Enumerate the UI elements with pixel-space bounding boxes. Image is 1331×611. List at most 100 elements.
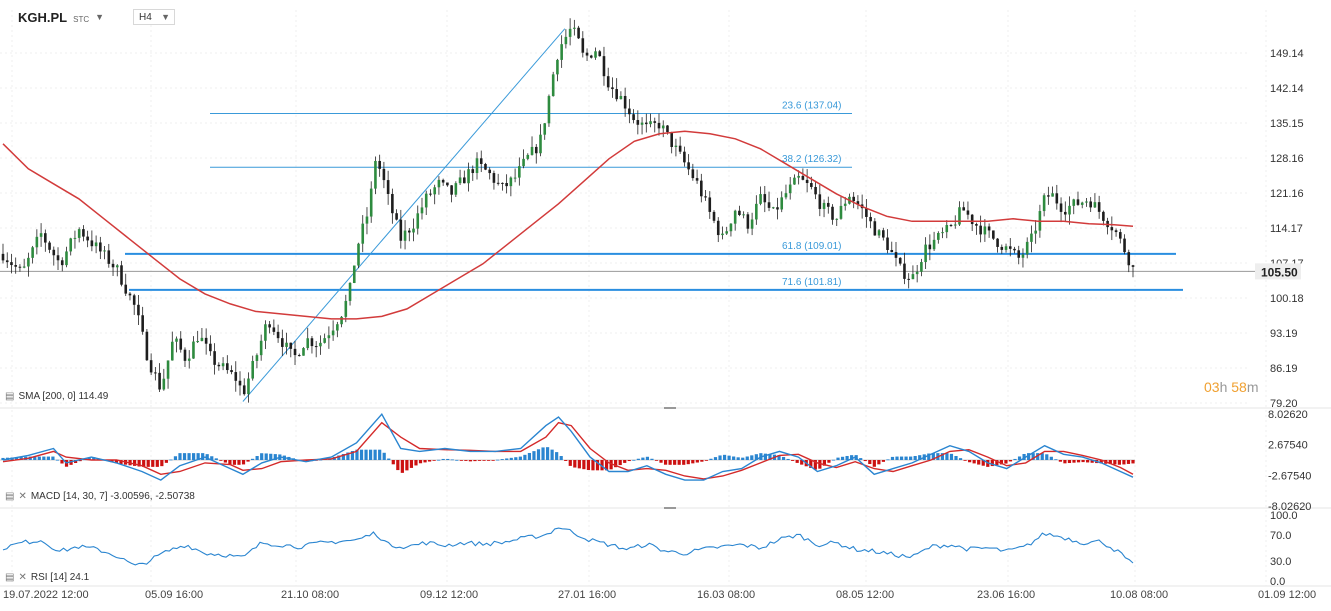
candle-body — [302, 348, 305, 356]
candle-body — [272, 327, 276, 332]
candle-body — [1102, 211, 1105, 221]
candle-body — [454, 183, 458, 195]
candle-body — [352, 265, 356, 284]
candle-body — [547, 96, 551, 124]
candle-body — [437, 179, 441, 188]
macd-histogram-bar — [586, 460, 591, 471]
candle-body — [666, 125, 669, 133]
candle-body — [640, 122, 644, 125]
settings-icon[interactable]: ▤ — [5, 391, 15, 402]
macd-histogram-bar — [568, 460, 572, 466]
timeframe-select[interactable]: H4 ▼ — [133, 9, 175, 25]
macd-histogram-bar — [228, 460, 232, 465]
candle-body — [192, 341, 195, 359]
rsi-line — [2, 527, 1134, 566]
candle-body — [1004, 246, 1008, 250]
macd-histogram-bar — [491, 460, 495, 461]
macd-histogram-bar — [890, 456, 895, 460]
x-axis-tick: 09.12 12:00 — [420, 589, 478, 601]
close-icon[interactable]: ✕ — [18, 491, 27, 502]
candle-body — [818, 194, 822, 209]
candle-body — [467, 169, 470, 184]
candle-body — [1047, 195, 1050, 197]
candle-body — [281, 338, 284, 347]
sma-indicator-text: SMA [200, 0] 114.49 — [18, 391, 109, 402]
candle-body — [496, 182, 500, 184]
candle-body — [230, 370, 233, 373]
macd-histogram-bar — [781, 456, 786, 460]
macd-histogram-bar — [868, 460, 872, 465]
macd-histogram-bar — [223, 460, 227, 463]
pane-resize-handle — [664, 507, 676, 509]
last-price-label: 105.50 — [1261, 265, 1298, 279]
macd-histogram-bar — [418, 460, 423, 464]
macd-histogram-bar — [114, 460, 119, 464]
macd-histogram-bar — [840, 456, 845, 460]
candle-body — [835, 218, 839, 220]
chevron-down-icon: ▼ — [161, 12, 170, 22]
candle-body — [82, 229, 85, 237]
macd-histogram-bar — [822, 460, 827, 466]
candle-body — [221, 363, 225, 367]
macd-histogram-bar — [795, 460, 799, 463]
close-icon[interactable]: ✕ — [18, 572, 27, 583]
candle-body — [314, 346, 318, 348]
macd-histogram-bar — [573, 460, 577, 468]
candle-body — [543, 123, 547, 135]
macd-histogram-bar — [1045, 454, 1049, 460]
candle-body — [306, 338, 310, 349]
candle-body — [661, 125, 665, 129]
macd-histogram-bar — [378, 449, 382, 460]
symbol-name[interactable]: KGH.PL — [18, 9, 68, 25]
candle-body — [742, 214, 745, 216]
candle-body — [975, 224, 978, 226]
macd-histogram-bar — [337, 455, 341, 460]
candle-body — [429, 193, 432, 195]
macd-axis-tick: -8.02620 — [1268, 501, 1311, 513]
macd-histogram-bar — [713, 457, 718, 460]
macd-histogram-bar — [142, 460, 146, 467]
price-axis-tick: 128.16 — [1270, 153, 1304, 165]
price-axis-tick: 86.19 — [1270, 363, 1298, 375]
macd-histogram-bar — [205, 454, 209, 460]
settings-icon[interactable]: ▤ — [5, 572, 15, 583]
candle-body — [623, 95, 627, 109]
candle-body — [365, 216, 369, 224]
candle-body — [534, 146, 538, 154]
macd-histogram-bar — [659, 460, 663, 463]
macd-histogram-bar — [741, 457, 745, 460]
settings-icon[interactable]: ▤ — [5, 491, 15, 502]
candle-body — [1030, 233, 1033, 242]
fib-level-label: 23.6 (137.04) — [782, 101, 842, 112]
macd-histogram-bar — [700, 460, 704, 462]
macd-histogram-bar — [899, 456, 904, 460]
macd-histogram-bar — [895, 456, 899, 460]
macd-histogram-bar — [845, 455, 849, 460]
candle-body — [1034, 230, 1037, 234]
candle-body — [209, 343, 212, 352]
candle-body — [145, 331, 149, 361]
macd-histogram-bar — [119, 460, 123, 465]
candle-body — [949, 225, 953, 227]
macd-histogram-bar — [1031, 453, 1035, 460]
macd-histogram-bar — [33, 456, 37, 460]
candle-body — [1119, 232, 1122, 239]
candle-body — [1127, 252, 1131, 266]
sma-line — [2, 130, 1134, 320]
macd-histogram-bar — [187, 453, 191, 460]
candle-body — [632, 114, 635, 121]
macd-histogram-bar — [192, 453, 196, 460]
x-axis-tick: 10.08 08:00 — [1110, 589, 1168, 601]
candle-body — [518, 166, 521, 178]
macd-histogram-bar — [632, 459, 636, 461]
macd-histogram-bar — [400, 460, 404, 473]
candle-body — [433, 187, 436, 195]
macd-histogram-bar — [786, 458, 790, 460]
macd-histogram-bar — [146, 460, 150, 467]
candle-body — [238, 380, 242, 386]
symbol-header[interactable]: KGH.PL STC ▼ — [18, 8, 104, 26]
candle-body — [1042, 195, 1046, 212]
chevron-down-icon[interactable]: ▼ — [95, 12, 105, 22]
macd-histogram-bar — [237, 460, 241, 465]
